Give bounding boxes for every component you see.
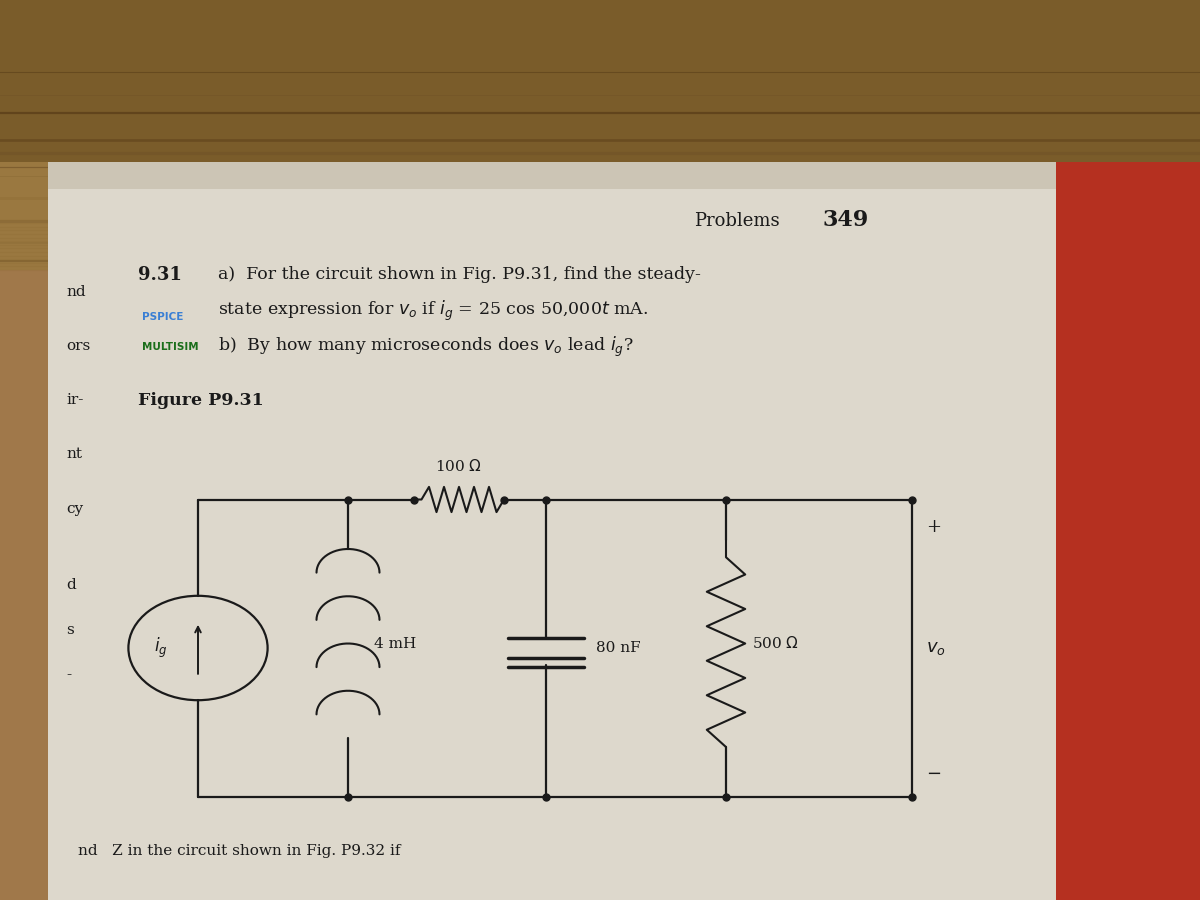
Text: -: - xyxy=(66,668,71,682)
Text: Problems: Problems xyxy=(695,212,780,230)
Text: 100 $\Omega$: 100 $\Omega$ xyxy=(436,458,482,474)
Bar xyxy=(0,0,1200,162)
Text: nd: nd xyxy=(66,285,85,300)
Text: +: + xyxy=(926,518,942,536)
Text: nd   Z in the circuit shown in Fig. P9.32 if: nd Z in the circuit shown in Fig. P9.32 … xyxy=(78,843,401,858)
Text: 9.31: 9.31 xyxy=(138,266,182,284)
Text: PSPICE: PSPICE xyxy=(142,311,182,322)
Text: ors: ors xyxy=(66,339,90,354)
Text: nt: nt xyxy=(66,447,82,462)
Text: ir-: ir- xyxy=(66,393,83,408)
Text: cy: cy xyxy=(66,501,83,516)
Text: s: s xyxy=(66,623,73,637)
FancyBboxPatch shape xyxy=(48,162,1104,900)
Text: a)  For the circuit shown in Fig. P9.31, find the steady-: a) For the circuit shown in Fig. P9.31, … xyxy=(218,266,701,283)
Text: state expression for $v_o$ if $i_g$ = 25 cos 50,000$t$ mA.: state expression for $v_o$ if $i_g$ = 25… xyxy=(218,299,649,322)
Text: −: − xyxy=(926,765,942,783)
Text: 349: 349 xyxy=(822,210,869,231)
Text: 4 mH: 4 mH xyxy=(374,636,416,651)
Text: Figure P9.31: Figure P9.31 xyxy=(138,392,264,409)
Bar xyxy=(48,162,1104,189)
Text: MULTISIM: MULTISIM xyxy=(142,341,198,352)
Bar xyxy=(1056,162,1200,900)
Text: 80 nF: 80 nF xyxy=(596,641,641,655)
Text: d: d xyxy=(66,578,76,592)
Text: b)  By how many microseconds does $v_o$ lead $i_g$?: b) By how many microseconds does $v_o$ l… xyxy=(218,335,634,358)
Bar xyxy=(0,162,1200,270)
Text: $i_g$: $i_g$ xyxy=(155,636,168,660)
Text: $v_o$: $v_o$ xyxy=(926,639,946,657)
Text: 500 $\Omega$: 500 $\Omega$ xyxy=(752,635,799,652)
